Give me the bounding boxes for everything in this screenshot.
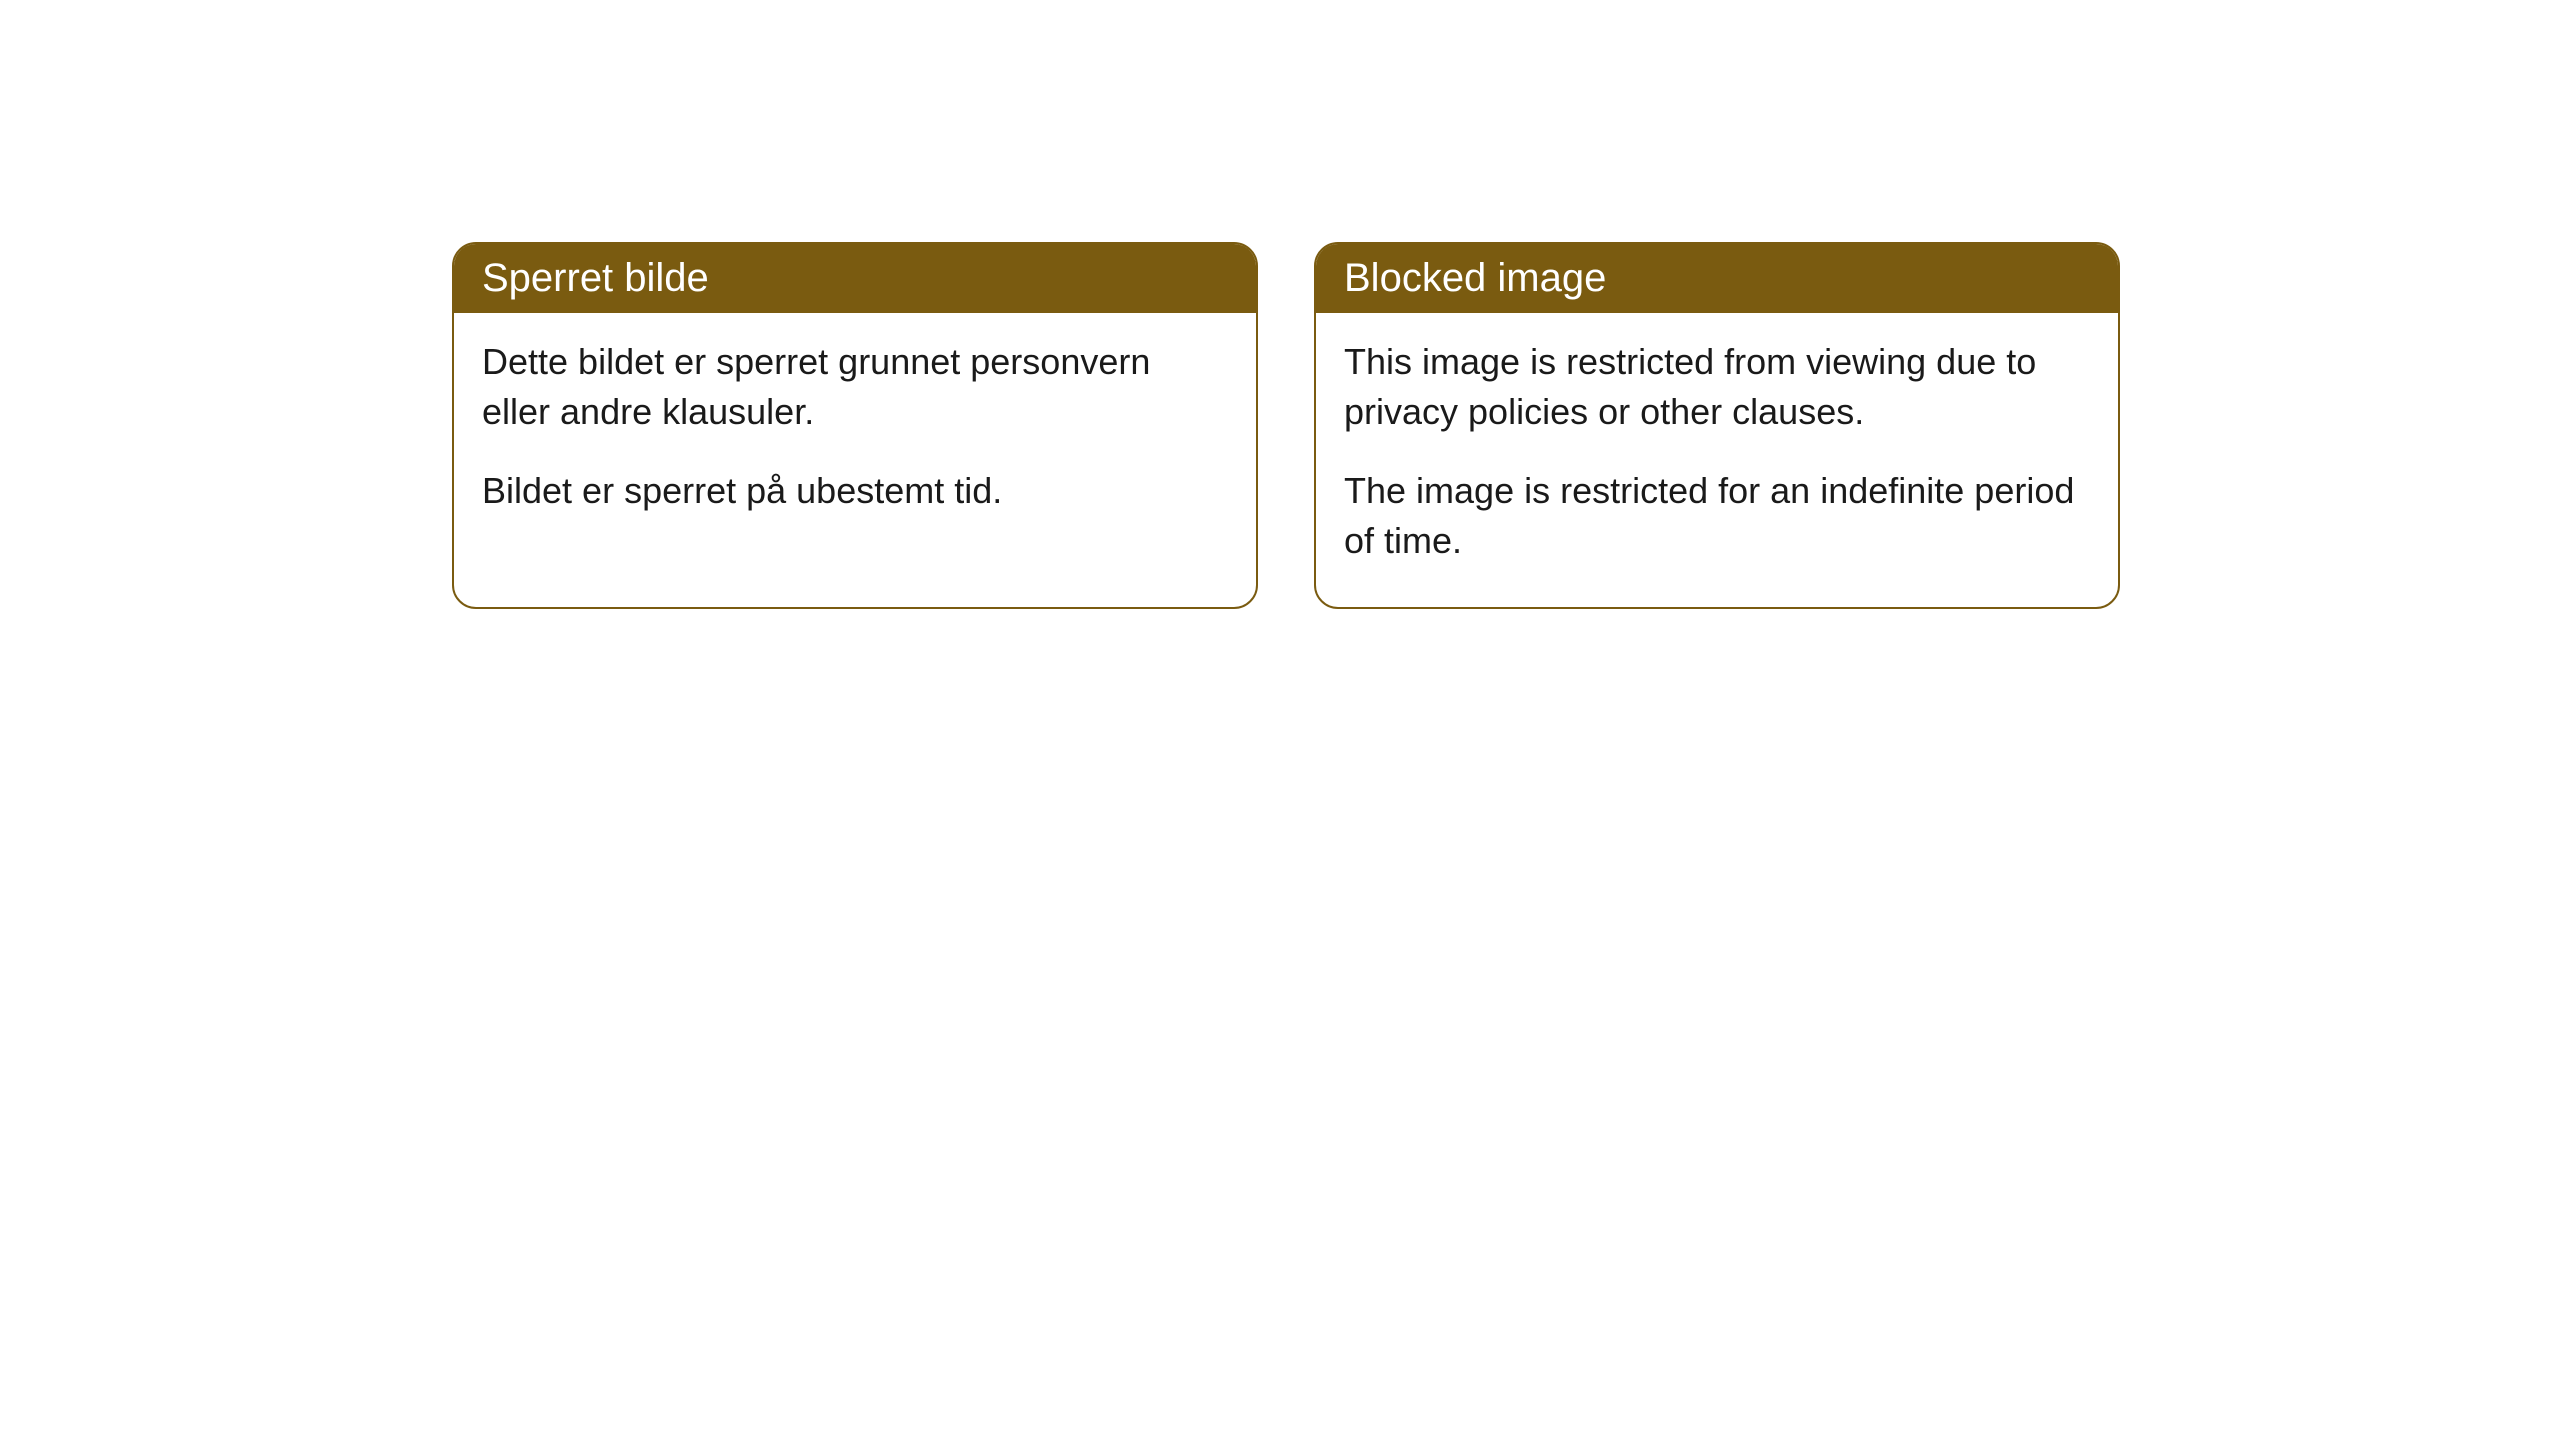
card-paragraph: The image is restricted for an indefinit… bbox=[1344, 466, 2090, 567]
card-paragraph: This image is restricted from viewing du… bbox=[1344, 337, 2090, 438]
card-header: Blocked image bbox=[1316, 244, 2118, 313]
card-title: Sperret bilde bbox=[482, 256, 709, 300]
card-body: This image is restricted from viewing du… bbox=[1316, 313, 2118, 607]
card-header: Sperret bilde bbox=[454, 244, 1256, 313]
card-title: Blocked image bbox=[1344, 256, 1606, 300]
notice-container: Sperret bilde Dette bildet er sperret gr… bbox=[0, 0, 2560, 609]
card-body: Dette bildet er sperret grunnet personve… bbox=[454, 313, 1256, 556]
notice-card-norwegian: Sperret bilde Dette bildet er sperret gr… bbox=[452, 242, 1258, 609]
card-paragraph: Dette bildet er sperret grunnet personve… bbox=[482, 337, 1228, 438]
card-paragraph: Bildet er sperret på ubestemt tid. bbox=[482, 466, 1228, 516]
notice-card-english: Blocked image This image is restricted f… bbox=[1314, 242, 2120, 609]
